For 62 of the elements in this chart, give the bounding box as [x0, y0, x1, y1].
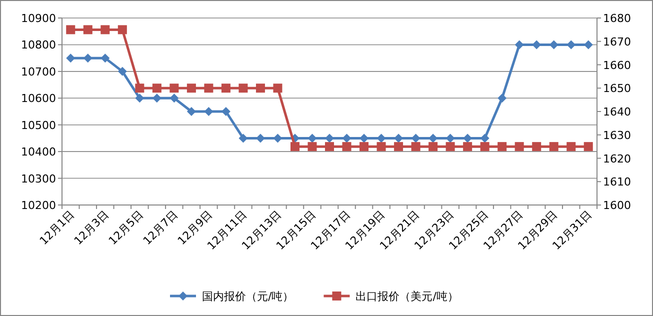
y2-tick-label: 1610	[603, 176, 631, 189]
point	[135, 84, 144, 93]
point	[256, 84, 265, 93]
point	[325, 142, 334, 152]
point	[498, 94, 507, 103]
point	[463, 142, 472, 152]
y-tick-label: 10600	[21, 92, 56, 106]
point	[325, 134, 334, 143]
y2-tick-label: 1650	[603, 82, 631, 96]
point	[411, 142, 420, 152]
point	[428, 142, 438, 152]
y2-tick-label: 1600	[603, 199, 631, 212]
y2-tick-label: 1660	[603, 58, 631, 72]
point	[238, 84, 248, 93]
point	[480, 142, 490, 152]
point	[290, 142, 300, 152]
point	[360, 142, 369, 152]
y-tick-label: 10300	[21, 172, 56, 186]
y-tick-label: 10400	[21, 146, 56, 159]
y-tick-label: 10700	[21, 65, 56, 78]
point	[186, 107, 196, 116]
point	[308, 142, 317, 152]
point	[532, 142, 542, 152]
point	[135, 94, 144, 103]
point	[170, 94, 179, 103]
y-tick-label: 10800	[21, 38, 56, 52]
point	[66, 25, 76, 34]
point	[152, 84, 162, 93]
legend: 出口报价（美元/吨）	[324, 290, 458, 303]
point	[100, 25, 110, 34]
point	[498, 142, 507, 152]
point	[376, 142, 386, 152]
legend-label: 出口报价（美元/吨）	[356, 290, 458, 303]
legend: 国内报价（元/吨）	[170, 290, 294, 303]
point	[83, 25, 92, 34]
point	[118, 66, 127, 76]
point	[446, 142, 455, 152]
point	[549, 142, 558, 152]
y-tick-label: 10500	[21, 118, 56, 132]
point	[273, 84, 282, 93]
point	[118, 25, 127, 34]
point	[584, 142, 593, 152]
point	[66, 54, 76, 63]
point	[83, 54, 92, 63]
point	[100, 54, 110, 63]
y2-tick-label: 1630	[603, 128, 631, 142]
point	[204, 84, 214, 93]
y2-tick-label: 1620	[603, 152, 631, 166]
y2-tick-label: 1670	[603, 35, 631, 48]
y2-tick-label: 1640	[603, 106, 631, 118]
point	[204, 107, 214, 116]
y2-tick-label: 1680	[603, 12, 631, 25]
point	[394, 142, 404, 152]
point	[186, 84, 196, 93]
y-tick-label: 10900	[21, 12, 56, 25]
point	[221, 84, 230, 93]
point	[170, 84, 179, 93]
point	[566, 142, 576, 152]
y-tick-label: 10200	[21, 199, 56, 212]
point	[342, 142, 352, 152]
point	[514, 142, 524, 152]
legend-label: 国内报价（元/吨）	[202, 290, 294, 303]
